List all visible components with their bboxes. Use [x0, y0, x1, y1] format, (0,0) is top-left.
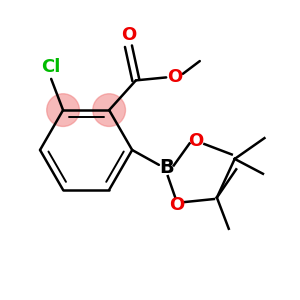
Circle shape	[93, 94, 125, 126]
Circle shape	[47, 94, 80, 126]
Text: O: O	[167, 68, 182, 86]
Text: O: O	[188, 132, 204, 150]
Text: O: O	[169, 196, 184, 214]
Text: O: O	[121, 26, 136, 44]
Text: B: B	[159, 158, 174, 177]
Text: Cl: Cl	[41, 58, 61, 76]
